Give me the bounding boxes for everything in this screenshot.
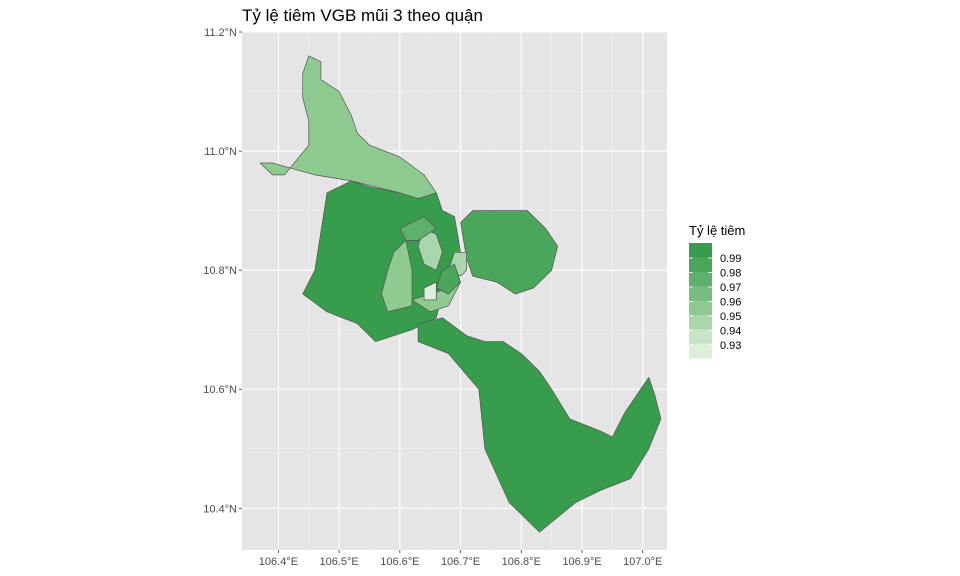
y-tick-label: 11.2°N xyxy=(204,27,237,39)
legend-label: 0.99 xyxy=(720,253,741,265)
district-polygons xyxy=(259,55,662,533)
y-tick-label: 10.8°N xyxy=(203,265,237,277)
legend-labels: 0.99 0.98 0.97 0.96 0.95 0.94 0.93 xyxy=(689,253,741,352)
legend-colorbar xyxy=(689,243,712,359)
district-region xyxy=(381,240,413,313)
district-region xyxy=(435,263,461,295)
legend-title: Tỷ lệ tiêm xyxy=(689,223,745,238)
x-tick-label: 106.8°E xyxy=(502,556,541,568)
x-tick-label: 106.5°E xyxy=(320,556,359,568)
legend-color-step xyxy=(689,300,712,316)
legend-label: 0.98 xyxy=(720,268,741,280)
y-tick-label: 10.4°N xyxy=(203,503,237,515)
x-tick-label: 106.9°E xyxy=(562,556,601,568)
legend: Tỷ lệ tiêm 0.99 0.98 0.97 0.96 0.95 0.94 0.93 xyxy=(689,223,745,359)
district-region xyxy=(460,210,559,295)
y-tick-label: 11.0°N xyxy=(204,146,237,158)
legend-color-step xyxy=(689,271,712,287)
legend-color-step xyxy=(689,329,712,345)
x-tick-label: 107.0°E xyxy=(623,556,662,568)
y-tick-label: 10.6°N xyxy=(203,384,237,396)
legend-label: 0.97 xyxy=(720,282,741,294)
legend-label: 0.94 xyxy=(720,326,741,338)
x-tick-label: 106.4°E xyxy=(259,556,298,568)
x-tick-label: 106.7°E xyxy=(441,556,480,568)
district-region xyxy=(417,228,443,271)
y-axis-ticks: 10.4°N 10.6°N 10.8°N 11.0°N 11.2°N xyxy=(203,27,242,515)
x-axis-ticks: 106.4°E 106.5°E 106.6°E 106.7°E 106.8°E 106.9… xyxy=(259,550,662,568)
x-tick-label: 106.6°E xyxy=(380,556,419,568)
legend-label: 0.93 xyxy=(720,340,741,352)
district-region xyxy=(417,317,662,533)
legend-label: 0.96 xyxy=(720,297,741,309)
legend-color-step xyxy=(689,343,712,359)
legend-label: 0.95 xyxy=(720,311,741,323)
chart-title: Tỷ lệ tiêm VGB mũi 3 theo quận xyxy=(242,6,483,25)
district-region xyxy=(423,281,437,301)
legend-color-step xyxy=(689,286,712,301)
legend-color-step xyxy=(689,257,712,273)
legend-color-step xyxy=(689,243,712,258)
district-region xyxy=(399,216,437,241)
legend-color-step xyxy=(689,314,712,330)
